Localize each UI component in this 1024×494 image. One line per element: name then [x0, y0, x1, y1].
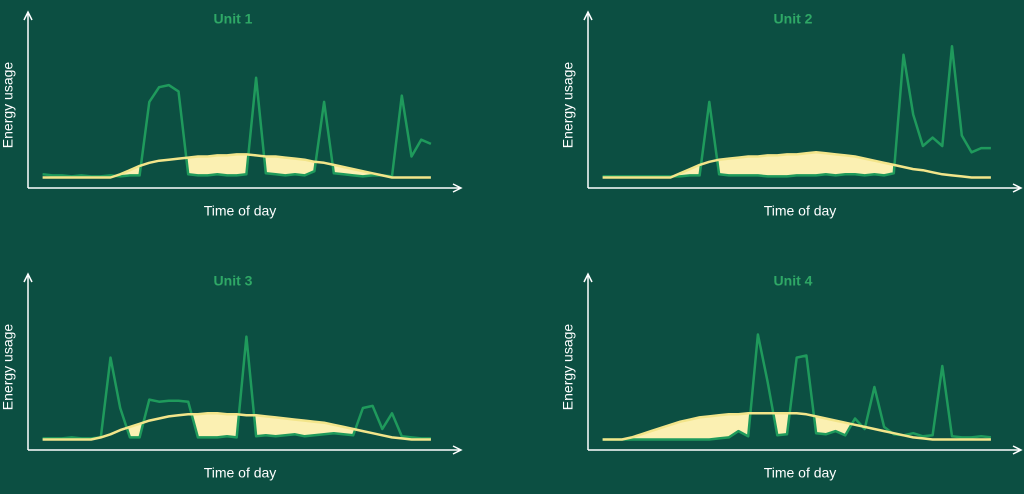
- x-axis-arrow: [452, 183, 463, 193]
- y-axis-label: Energy usage: [560, 62, 576, 149]
- x-axis-label: Time of day: [764, 465, 837, 481]
- production-line: [602, 412, 991, 441]
- usage-line: [602, 333, 992, 441]
- usage-area: [42, 336, 431, 440]
- y-axis-label: Energy usage: [560, 324, 576, 411]
- x-axis-arrow: [452, 445, 463, 455]
- y-axis-arrow: [23, 272, 33, 283]
- production-line: [602, 151, 991, 179]
- panel: Unit 4 Time of day Energy usage: [560, 272, 1023, 481]
- y-axis-label: Energy usage: [0, 62, 16, 149]
- usage-area: [602, 46, 991, 178]
- chart-title: Unit 4: [774, 273, 813, 289]
- y-axis-arrow: [23, 10, 33, 21]
- panel: Unit 2 Time of day Energy usage: [560, 10, 1023, 219]
- production-line: [42, 153, 431, 179]
- x-axis-arrow: [1012, 445, 1023, 455]
- production-line: [42, 412, 431, 441]
- chart-title: Unit 1: [214, 11, 253, 27]
- panel: Unit 3 Time of day Energy usage: [0, 272, 463, 481]
- panel: Unit 1 Time of day Energy usage: [0, 10, 463, 219]
- x-axis-label: Time of day: [204, 465, 277, 481]
- chart-title: Unit 2: [774, 11, 813, 27]
- x-axis-label: Time of day: [204, 203, 277, 219]
- y-axis-arrow: [583, 272, 593, 283]
- usage-area: [602, 334, 991, 440]
- y-axis-label: Energy usage: [0, 324, 16, 411]
- usage-line: [42, 76, 432, 178]
- y-axis-arrow: [583, 10, 593, 21]
- x-axis-label: Time of day: [764, 203, 837, 219]
- x-axis-arrow: [1012, 183, 1023, 193]
- chart-title: Unit 3: [214, 273, 253, 289]
- usage-line: [42, 335, 431, 440]
